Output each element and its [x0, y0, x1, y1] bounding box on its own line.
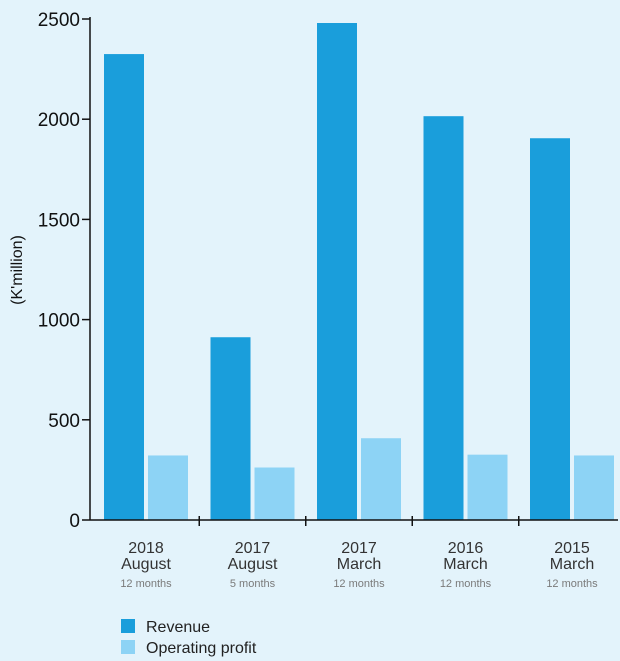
bar-operating-profit-4	[574, 455, 614, 520]
bar-operating-profit-0	[148, 455, 188, 520]
bar-operating-profit-3	[467, 454, 508, 520]
y-tick-label-2: 1000	[38, 311, 80, 332]
x-label-period-3: 12 months	[440, 578, 492, 590]
x-label-year-3: 2016	[448, 540, 484, 557]
legend-swatch-0	[121, 619, 135, 633]
bar-operating-profit-2	[361, 438, 401, 520]
x-label-year-1: 2017	[235, 540, 271, 557]
x-label-period-1: 5 months	[230, 578, 276, 590]
y-tick-label-4: 2000	[38, 110, 80, 131]
bar-operating-profit-1	[254, 467, 295, 520]
x-label-month-4: March	[550, 556, 594, 573]
x-label-year-0: 2018	[128, 540, 164, 557]
legend-swatch-1	[121, 640, 135, 654]
y-axis-label: (K'million)	[9, 235, 26, 305]
legend-label-1: Operating profit	[146, 640, 257, 657]
x-label-period-4: 12 months	[546, 578, 598, 590]
x-label-month-1: August	[228, 556, 278, 573]
bar-revenue-3	[423, 116, 464, 520]
y-tick-label-3: 1500	[38, 210, 80, 231]
legend: Revenue Operating profit	[121, 619, 257, 657]
y-tick-label-1: 500	[48, 411, 80, 432]
x-label-period-2: 12 months	[333, 578, 385, 590]
x-label-month-0: August	[121, 556, 171, 573]
x-label-year-4: 2015	[554, 540, 590, 557]
y-tick-label-5: 2500	[38, 10, 80, 31]
bar-revenue-0	[104, 54, 144, 520]
x-label-year-2: 2017	[341, 540, 377, 557]
bar-revenue-1	[210, 337, 251, 520]
bar-revenue-2	[317, 23, 357, 521]
y-tick-label-0: 0	[69, 511, 80, 532]
x-label-month-2: March	[337, 556, 381, 573]
x-label-month-3: March	[443, 556, 487, 573]
x-label-period-0: 12 months	[120, 578, 172, 590]
legend-label-0: Revenue	[146, 619, 210, 636]
bar-revenue-4	[530, 138, 570, 520]
